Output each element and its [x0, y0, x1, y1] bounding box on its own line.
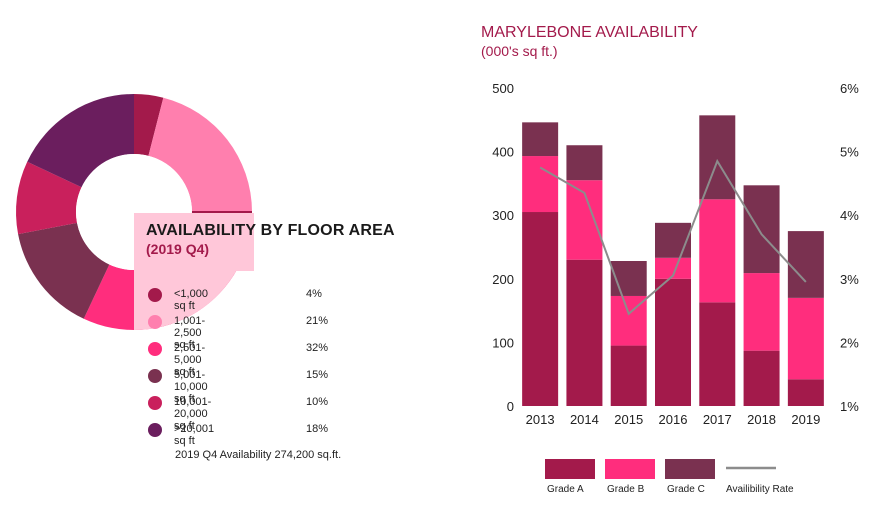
- legend-swatch: [148, 369, 162, 383]
- donut-slice: [16, 161, 82, 235]
- donut-subtitle: (2019 Q4): [146, 241, 210, 257]
- y2-tick-label: 2%: [840, 335, 859, 350]
- bar-segment: [522, 156, 559, 213]
- bar-chart-subtitle: (000's sq ft.): [481, 43, 558, 59]
- chart-legend-label: Grade B: [607, 484, 645, 495]
- legend-label: 1,001-2,500 sq ft: [174, 315, 206, 351]
- legend-percent: 32%: [306, 342, 329, 354]
- x-tick-label: 2014: [570, 412, 599, 427]
- bar-segment: [655, 222, 691, 258]
- y2-tick-label: 4%: [840, 208, 859, 223]
- bar-chart-title: MARYLEBONE AVAILABILITY (000's sq ft.): [481, 24, 698, 60]
- bar-segment: [787, 297, 824, 380]
- chart-legend-label: Availibility Rate: [726, 484, 794, 495]
- x-tick-label: 2018: [747, 412, 776, 427]
- bar-segment: [743, 350, 780, 406]
- x-tick-label: 2019: [791, 412, 820, 427]
- x-tick-label: 2016: [659, 412, 688, 427]
- legend-percent: 21%: [306, 315, 329, 327]
- chart-legend-label: Grade A: [547, 484, 584, 495]
- bar-segment: [566, 259, 603, 406]
- x-tick-label: 2015: [614, 412, 643, 427]
- y2-tick-label: 6%: [840, 81, 859, 96]
- legend-percent: 4%: [306, 288, 322, 300]
- chart-legend-swatch: [665, 459, 715, 479]
- x-tick-label: 2017: [703, 412, 732, 427]
- bar-segment: [787, 231, 824, 298]
- x-tick-label: 2013: [526, 412, 555, 427]
- bar-segment: [610, 345, 647, 406]
- legend-swatch: [148, 423, 162, 437]
- y-tick-label: 300: [492, 208, 514, 223]
- legend-label: <1,000 sq ft: [174, 288, 208, 312]
- chart-legend-swatch: [605, 459, 655, 479]
- legend-percent: 15%: [306, 369, 329, 381]
- y-tick-label: 400: [492, 145, 514, 160]
- bar-segment: [655, 257, 691, 279]
- legend-swatch: [148, 342, 162, 356]
- legend-swatch: [148, 288, 162, 302]
- bar-segment: [743, 185, 780, 274]
- bar-segment: [566, 145, 603, 181]
- y2-tick-label: 1%: [840, 399, 859, 414]
- legend-percent: 18%: [306, 423, 329, 435]
- bar-segment: [655, 278, 691, 406]
- bar-segment: [699, 302, 736, 406]
- legend-label: 10,001-20,000 sq ft: [174, 396, 212, 432]
- donut-slice: [18, 222, 110, 319]
- bar-segment: [522, 122, 559, 157]
- donut-slice: [148, 97, 252, 212]
- bar-segment: [522, 212, 559, 406]
- y2-tick-label: 5%: [840, 145, 859, 160]
- legend-label: >20,001 sq ft: [174, 423, 215, 447]
- bar-segment: [699, 199, 736, 303]
- y-tick-label: 0: [507, 399, 514, 414]
- chart-legend-swatch: [545, 459, 595, 479]
- bar-chart-title-main: MARYLEBONE AVAILABILITY: [481, 24, 698, 41]
- donut-slice: [134, 94, 164, 156]
- legend-swatch: [148, 315, 162, 329]
- legend-label: 2,501-5,000 sq ft: [174, 342, 206, 378]
- donut-slice: [27, 94, 134, 188]
- bar-segment: [787, 379, 824, 406]
- donut-hole-backdrop: [134, 213, 254, 271]
- bar-segment: [743, 273, 780, 351]
- y-tick-label: 200: [492, 272, 514, 287]
- legend-label: 5,001-10,000 sq ft: [174, 369, 208, 405]
- legend-percent: 10%: [306, 396, 329, 408]
- y-tick-label: 500: [492, 81, 514, 96]
- availability-footnote: 2019 Q4 Availability 274,200 sq.ft.: [175, 449, 342, 461]
- y2-tick-label: 3%: [840, 272, 859, 287]
- chart-legend-label: Grade C: [667, 484, 705, 495]
- bar-segment: [699, 115, 736, 200]
- legend-swatch: [148, 396, 162, 410]
- y-tick-label: 100: [492, 335, 514, 350]
- availability-rate-line: [539, 158, 807, 316]
- donut-title: AVAILABILITY BY FLOOR AREA: [146, 222, 395, 239]
- donut-title-block: AVAILABILITY BY FLOOR AREA (2019 Q4): [146, 222, 395, 257]
